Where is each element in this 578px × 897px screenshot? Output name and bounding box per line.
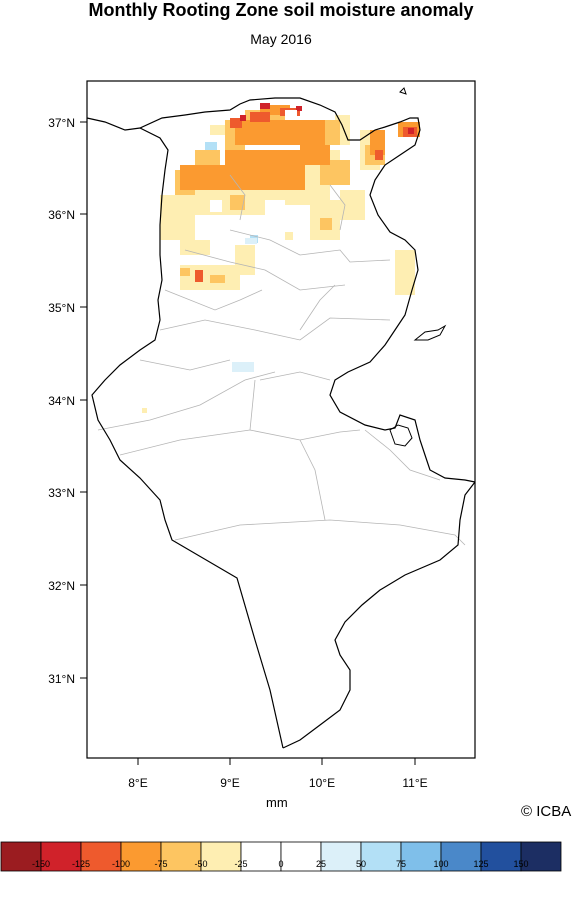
lon-label-8e: 8°E (128, 776, 147, 790)
colorbar-tick-label: -150 (31, 859, 50, 869)
colorbar-swatch (40, 841, 82, 872)
colorbar-tick-label: 125 (473, 859, 489, 869)
colorbar (0, 841, 562, 872)
colorbar-swatch (320, 841, 362, 872)
lat-label-35n: 35°N (48, 301, 75, 315)
colorbar-tick-label: 25 (315, 859, 326, 869)
colorbar-swatch (160, 841, 202, 872)
lat-label-37n: 37°N (48, 116, 75, 130)
colorbar-tick-label: -75 (154, 859, 168, 869)
map-canvas: 37°N 36°N 35°N 34°N 33°N 32°N 31°N 8°E 9… (48, 80, 476, 790)
lat-label-33n: 33°N (48, 486, 75, 500)
lat-axis (80, 121, 87, 679)
colorbar-tick-label: -100 (111, 859, 130, 869)
lon-label-10e: 10°E (309, 776, 335, 790)
colorbar-tick-label: 75 (395, 859, 406, 869)
colorbar-tick-label: 50 (355, 859, 366, 869)
lon-label-11e: 11°E (402, 776, 427, 790)
colorbar-swatch (400, 841, 442, 872)
unit-label: mm (266, 795, 288, 810)
colorbar-swatches (0, 841, 562, 872)
lat-label-32n: 32°N (48, 579, 75, 593)
colorbar-swatch (520, 841, 562, 872)
colorbar-tick-label: 150 (513, 859, 529, 869)
colorbar-swatch (200, 841, 242, 872)
colorbar-tick-label: -25 (234, 859, 248, 869)
map-subtitle: May 2016 (250, 31, 312, 47)
map-title: Monthly Rooting Zone soil moisture anoma… (88, 0, 474, 20)
colorbar-tick-label: -50 (194, 859, 208, 869)
colorbar-tick-label: 0 (278, 859, 284, 869)
lon-axis (137, 758, 416, 765)
lon-label-9e: 9°E (220, 776, 239, 790)
colorbar-swatch (440, 841, 482, 872)
colorbar-swatch (0, 841, 42, 872)
lat-label-31n: 31°N (48, 672, 75, 686)
islands (389, 87, 447, 447)
lat-label-36n: 36°N (48, 208, 75, 222)
colorbar-swatch (240, 841, 282, 872)
colorbar-tick-label: 100 (433, 859, 449, 869)
country-outline (86, 97, 476, 749)
anomaly-field (142, 103, 420, 413)
plot-frame (86, 80, 476, 759)
lat-label-34n: 34°N (48, 394, 75, 408)
colorbar-swatch (80, 841, 122, 872)
colorbar-tick-label: -125 (71, 859, 90, 869)
credit-label: © ICBA (521, 803, 572, 820)
internal-boundaries (97, 174, 466, 546)
